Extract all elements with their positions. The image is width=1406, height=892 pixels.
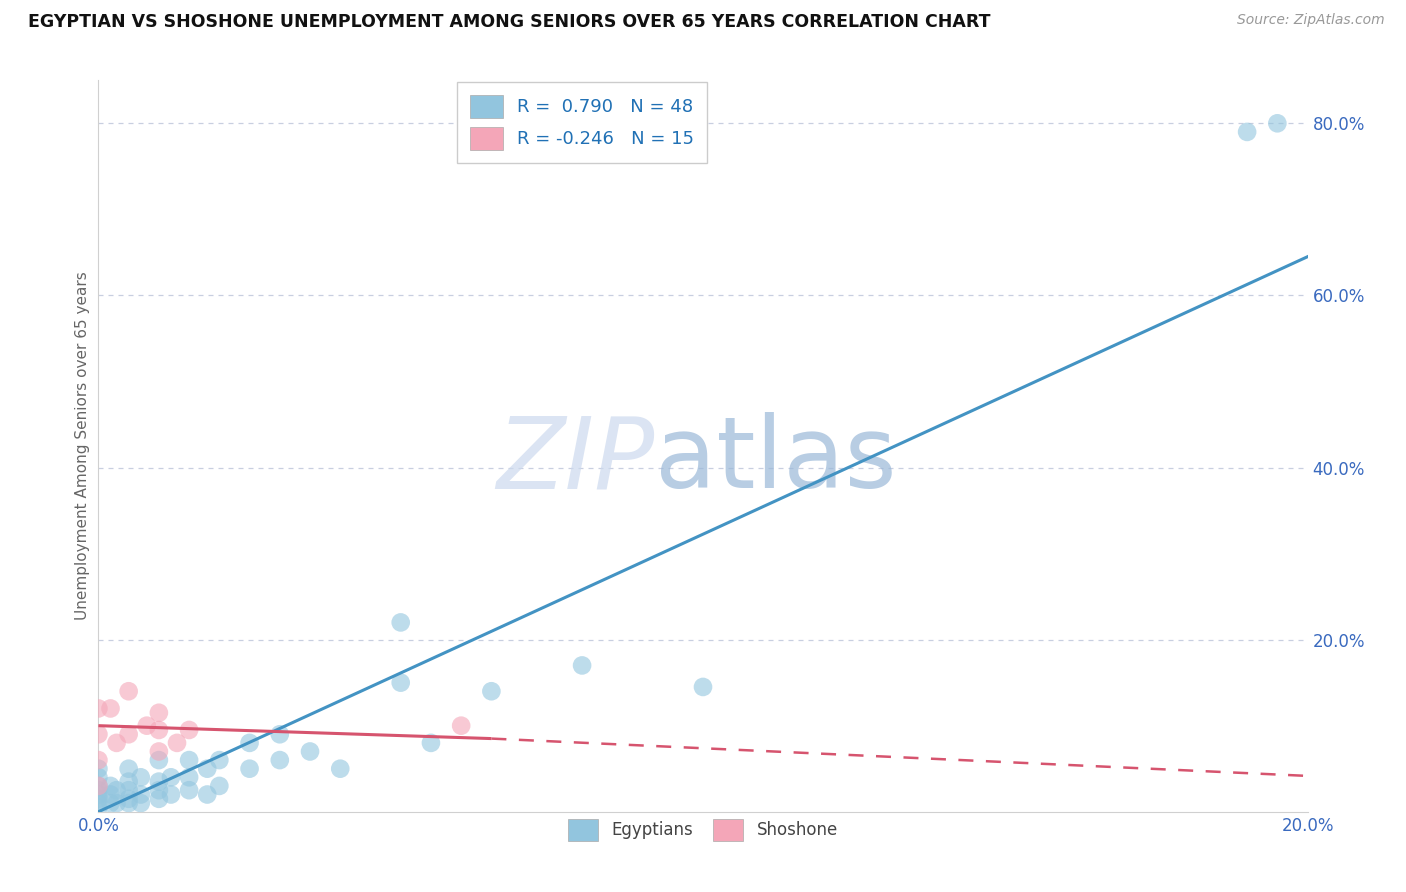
Point (208, 779, 231, 793)
Point (166, 736, 188, 750)
Point (160, 788, 183, 802)
Point (1267, 116, 1289, 130)
Point (87, 770, 110, 784)
Point (87, 800, 110, 814)
Point (87, 779, 110, 793)
Point (179, 770, 201, 784)
Point (148, 792, 170, 806)
Point (118, 796, 141, 810)
Point (118, 783, 141, 797)
Point (179, 783, 201, 797)
Point (100, 779, 122, 793)
Point (118, 727, 141, 741)
Point (87, 701, 110, 715)
Point (100, 788, 122, 802)
Point (148, 744, 170, 758)
Point (571, 658, 593, 673)
Point (87, 796, 110, 810)
Point (148, 706, 170, 720)
Legend: Egyptians, Shoshone: Egyptians, Shoshone (561, 813, 845, 847)
Point (329, 762, 352, 776)
Point (195, 762, 218, 776)
Point (148, 783, 170, 797)
Point (481, 684, 503, 698)
Y-axis label: Unemployment Among Seniors over 65 years: Unemployment Among Seniors over 65 years (75, 272, 90, 620)
Point (420, 736, 443, 750)
Point (148, 723, 170, 737)
Point (87, 783, 110, 797)
Point (118, 762, 141, 776)
Text: EGYPTIAN VS SHOSHONE UNEMPLOYMENT AMONG SENIORS OVER 65 YEARS CORRELATION CHART: EGYPTIAN VS SHOSHONE UNEMPLOYMENT AMONG … (28, 13, 991, 31)
Point (389, 615, 412, 630)
Point (100, 796, 122, 810)
Point (87, 788, 110, 802)
Point (87, 762, 110, 776)
Point (269, 727, 291, 741)
Point (129, 788, 152, 802)
Point (105, 736, 128, 750)
Point (129, 770, 152, 784)
Point (105, 783, 128, 797)
Point (269, 753, 291, 767)
Point (118, 684, 141, 698)
Text: Source: ZipAtlas.com: Source: ZipAtlas.com (1237, 13, 1385, 28)
Text: ZIP: ZIP (496, 412, 655, 509)
Text: atlas: atlas (655, 412, 896, 509)
Point (135, 719, 157, 733)
Point (239, 762, 262, 776)
Point (692, 680, 714, 694)
Point (87, 753, 110, 767)
Point (450, 719, 472, 733)
Point (118, 792, 141, 806)
Point (100, 701, 122, 715)
Point (87, 792, 110, 806)
Point (87, 779, 110, 793)
Point (129, 796, 152, 810)
Point (195, 788, 218, 802)
Point (105, 796, 128, 810)
Point (208, 753, 231, 767)
Point (239, 736, 262, 750)
Point (148, 774, 170, 789)
Point (160, 770, 183, 784)
Point (179, 723, 201, 737)
Point (299, 744, 322, 758)
Point (148, 753, 170, 767)
Point (179, 753, 201, 767)
Point (389, 675, 412, 690)
Point (87, 727, 110, 741)
Point (1236, 125, 1258, 139)
Point (118, 774, 141, 789)
